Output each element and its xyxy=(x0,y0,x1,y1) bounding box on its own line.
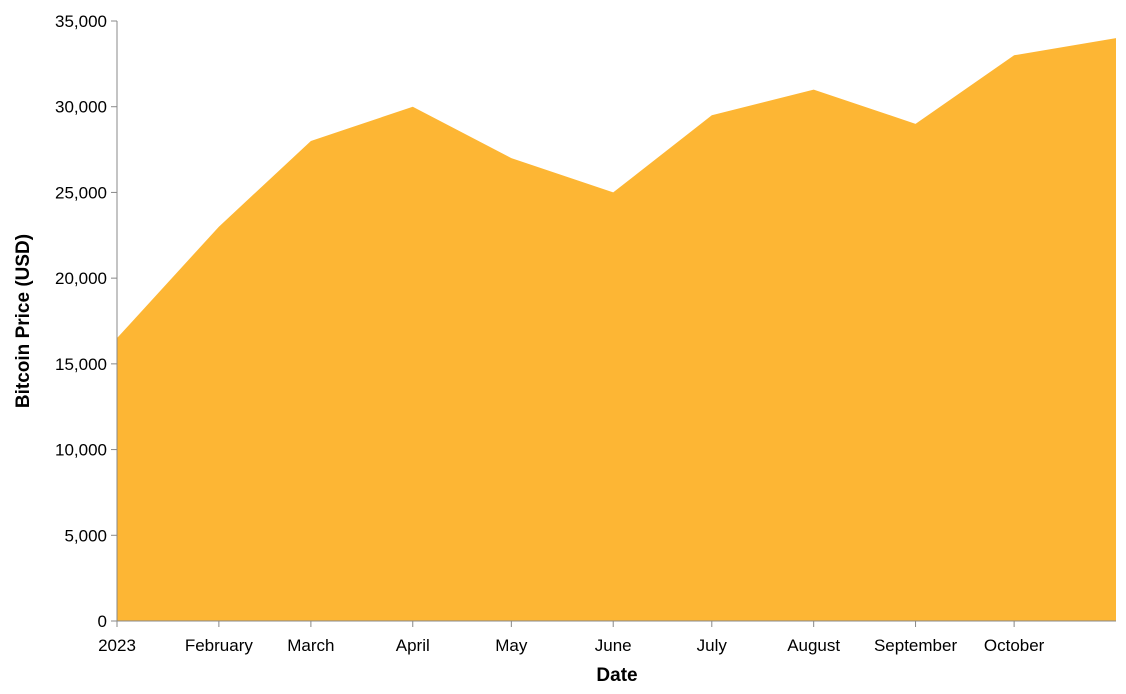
y-tick-label: 30,000 xyxy=(55,98,107,117)
price-area xyxy=(117,38,1116,621)
y-tick-label: 15,000 xyxy=(55,355,107,374)
x-tick-label: August xyxy=(787,636,840,655)
x-axis: 2023 February March April May June July August S… xyxy=(98,620,1116,655)
x-tick-label: October xyxy=(984,636,1045,655)
area-layer xyxy=(117,38,1116,621)
y-axis-title: Bitcoin Price (USD) xyxy=(13,234,34,408)
y-tick-label: 0 xyxy=(98,612,107,631)
y-tick-label: 20,000 xyxy=(55,269,107,288)
y-axis: 0 5,000 10,000 15,000 20,000 25,000 30,000 35,0… xyxy=(55,12,118,631)
x-tick-label: April xyxy=(396,636,430,655)
x-tick-label: June xyxy=(595,636,632,655)
x-axis-title: Date xyxy=(596,665,637,686)
y-tick-label: 5,000 xyxy=(64,526,107,545)
y-tick-label: 10,000 xyxy=(55,441,107,460)
x-tick-label: September xyxy=(874,636,957,655)
x-tick-label: 2023 xyxy=(98,636,136,655)
x-tick-label: March xyxy=(287,636,334,655)
x-tick-label: May xyxy=(495,636,528,655)
x-tick-label: February xyxy=(185,636,254,655)
y-tick-label: 25,000 xyxy=(55,183,107,202)
x-tick-label: July xyxy=(697,636,728,655)
y-tick-label: 35,000 xyxy=(55,12,107,31)
